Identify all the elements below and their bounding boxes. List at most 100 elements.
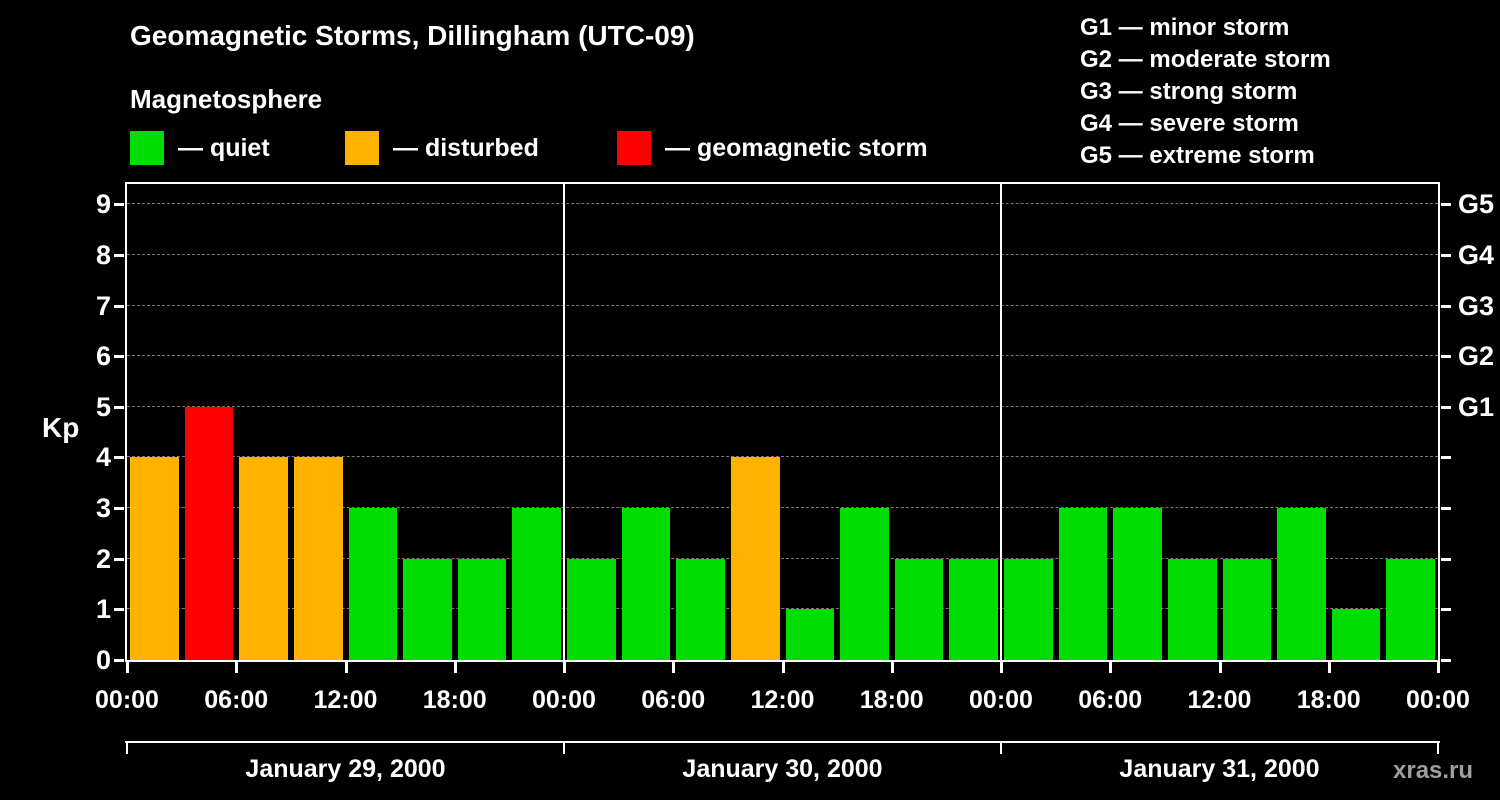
date-axis-line [125,741,1440,743]
x-axis-tick [890,662,894,673]
x-axis-tick-label: 12:00 [313,686,378,714]
legend-item-label: — geomagnetic storm [665,133,928,162]
kp-bar [457,558,507,660]
date-label: January 31, 2000 [1119,755,1320,783]
y-axis-tick-label: 7 [95,290,111,321]
y-axis-tick [114,608,124,612]
legend-item-disturbed: — disturbed [345,131,539,165]
g-scale-axis-label: G3 [1458,290,1495,321]
page-title: Geomagnetic Storms, Dillingham (UTC-09) [130,20,695,51]
x-axis-tick [126,662,129,673]
y-axis-tick [114,355,124,359]
g1-legend-line: G1 — minor storm [1080,14,1290,41]
y-axis-tick-label: 5 [95,391,111,422]
x-axis-tick-label: 06:00 [1078,686,1143,714]
kp-bar [1331,609,1381,660]
y-axis-tick-label: 6 [95,341,111,372]
legend-heading: Magnetosphere [130,84,323,114]
watermark: xras.ru [1393,757,1474,784]
chart-plot-area [125,182,1440,662]
x-axis-tick [1218,662,1222,673]
kp-gridline [127,507,1438,509]
g-scale-axis-label: G5 [1458,189,1495,220]
date-label: January 29, 2000 [245,755,446,783]
kp-bar [1386,558,1435,660]
kp-gridline [127,405,1438,407]
y-axis-tick-right [1441,304,1451,308]
kp-bar [512,508,561,660]
y-axis-tick [114,557,124,561]
date-axis-tick [1000,741,1002,754]
x-axis-tick [1437,662,1440,673]
date-axis-tick [1437,741,1439,754]
x-axis-tick [344,662,348,673]
kp-bar [1167,558,1217,660]
kp-bar [1222,558,1272,660]
kp-bar [1058,508,1108,660]
y-axis-tick-label: 8 [95,239,111,270]
y-axis-tick-right [1441,405,1451,409]
kp-bar [293,457,343,660]
legend-item-storm: — geomagnetic storm [617,131,928,165]
g5-legend-line: G5 — extreme storm [1080,142,1315,169]
kp-bar [184,406,234,660]
y-axis-tick [114,659,124,662]
kp-bar [1004,558,1053,660]
legend-item-label: — disturbed [393,133,539,162]
quiet-color-swatch [130,131,164,165]
x-axis-tick-label: 18:00 [1296,686,1361,714]
kp-bar [567,558,616,660]
x-axis-tick [1327,662,1331,673]
x-axis-tick [672,662,676,673]
kp-bar [1113,508,1162,660]
y-axis-title: Kp [42,412,80,443]
kp-gridline [127,456,1438,458]
kp-bar [1277,508,1326,660]
kp-bar [239,457,288,660]
kp-gridline [127,253,1438,255]
date-label: January 30, 2000 [682,755,883,783]
y-axis-tick [114,405,124,409]
g3-legend-line: G3 — strong storm [1080,78,1298,105]
x-axis-tick-label: 00:00 [95,686,159,714]
y-axis-tick-right [1441,507,1451,511]
y-axis-tick [114,253,124,257]
g4-legend-line: G4 — severe storm [1080,110,1299,137]
x-axis-tick-label: 12:00 [1187,686,1252,714]
y-axis-tick-right [1441,203,1451,207]
g2-legend-line: G2 — moderate storm [1080,46,1331,73]
y-axis-tick [114,304,124,308]
y-axis-tick-label: 1 [95,594,111,625]
kp-gridline [127,203,1438,205]
kp-bar [403,558,452,660]
g-scale-axis-label: G1 [1458,391,1495,422]
kp-bar [130,457,179,660]
y-axis-tick [114,203,124,207]
y-axis-tick [114,507,124,511]
x-axis-tick [1109,662,1113,673]
y-axis-tick-right [1441,659,1451,662]
kp-bar [621,508,671,660]
x-axis-tick [563,662,566,673]
storm-color-swatch [617,131,651,165]
disturbed-color-swatch [345,131,379,165]
x-axis-tick [453,662,457,673]
day-separator [1000,184,1002,660]
x-axis-tick [781,662,785,673]
kp-gridline [127,304,1438,306]
x-axis-tick-label: 00:00 [1406,686,1470,714]
g-scale-axis-label: G4 [1458,239,1495,270]
kp-bar [785,609,835,660]
y-axis-tick-right [1441,253,1451,257]
legend-item-label: — quiet [178,133,270,162]
x-axis-tick [1000,662,1003,673]
x-axis-tick-label: 00:00 [969,686,1033,714]
y-axis-tick-label: 9 [95,189,111,220]
day-separator [563,184,565,660]
x-axis-tick [235,662,239,673]
kp-bar [676,558,725,660]
x-axis-tick-label: 06:00 [641,686,706,714]
kp-bar [348,508,398,660]
date-axis-tick [126,741,128,754]
